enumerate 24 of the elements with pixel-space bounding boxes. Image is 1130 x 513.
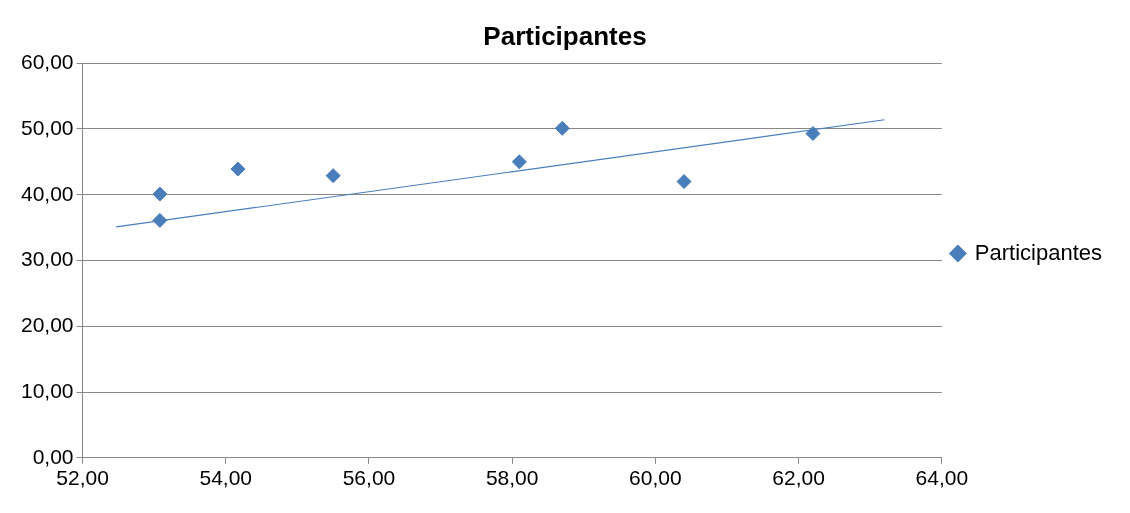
y-tick-label: 30,00 xyxy=(20,247,74,271)
x-tick-label: 60,00 xyxy=(629,466,682,490)
x-tick-label: 56,00 xyxy=(342,466,396,490)
chart-title: Participantes xyxy=(483,20,647,51)
y-tick-label: 10,00 xyxy=(20,378,74,402)
point xyxy=(230,161,246,177)
x-tick-label: 62,00 xyxy=(772,466,825,490)
point xyxy=(805,126,821,142)
point xyxy=(676,174,692,190)
legend-label: Participantes xyxy=(974,239,1103,265)
x-tick-label: 64,00 xyxy=(915,466,969,490)
y-tick-label: 20,00 xyxy=(20,313,74,337)
x-tick-label: 52,00 xyxy=(56,466,109,490)
y-tick-label: 50,00 xyxy=(20,115,74,139)
y-tick-label: 60,00 xyxy=(20,50,74,73)
x-tick-label: 58,00 xyxy=(485,466,539,490)
y-tick-label: 40,00 xyxy=(20,181,74,205)
point xyxy=(554,120,570,136)
point xyxy=(511,154,527,170)
point xyxy=(325,168,341,184)
y-tick-label: 0,00 xyxy=(32,444,74,468)
point xyxy=(152,186,168,202)
x-tick-label: 54,00 xyxy=(199,466,253,490)
point xyxy=(152,212,168,228)
